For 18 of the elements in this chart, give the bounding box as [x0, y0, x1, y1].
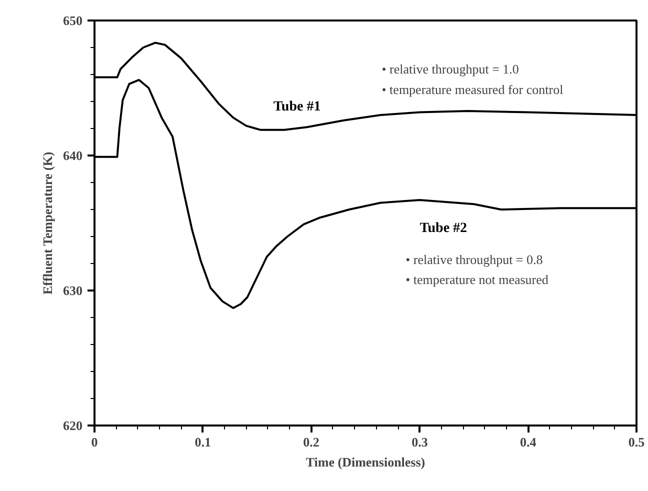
y-axis-title: Effluent Temperature (K) [40, 152, 55, 294]
x-tick-label: 0.2 [303, 434, 320, 450]
series-label: Tube #2 [420, 220, 468, 236]
annotation: • temperature measured for control [382, 82, 564, 97]
annotation: • temperature not measured [406, 272, 549, 288]
x-tick-label: 0.1 [194, 434, 212, 450]
x-tick-label: 0 [91, 434, 98, 450]
y-tick-label: 620 [63, 418, 82, 433]
series-label: Tube #1 [273, 99, 321, 114]
x-axis-title: Time (Dimensionless) [306, 454, 426, 470]
annotation: • relative throughput = 0.8 [406, 252, 543, 267]
x-tick-label: 0.5 [628, 434, 646, 450]
annotation: • relative throughput = 1.0 [382, 62, 519, 77]
x-tick-label: 0.3 [412, 434, 428, 450]
y-tick-label: 630 [63, 283, 82, 298]
y-tick-label: 640 [63, 148, 82, 163]
y-tick-label: 650 [63, 13, 82, 28]
x-tick-label: 0.4 [520, 434, 537, 450]
